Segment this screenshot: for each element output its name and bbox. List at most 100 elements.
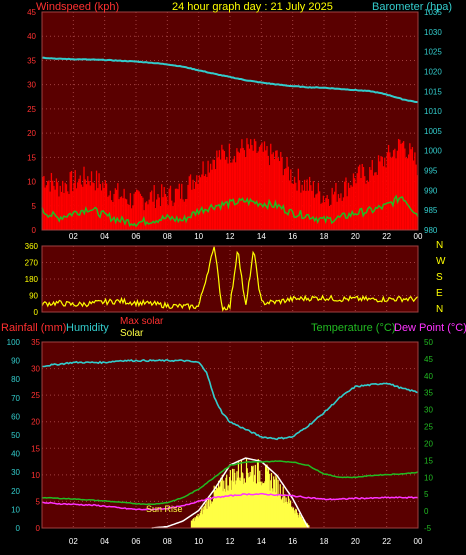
- wind-gust-bar: [401, 142, 404, 230]
- wind-gust-bar: [416, 175, 419, 230]
- wind-gust-bar: [137, 190, 139, 230]
- solar-bar: [246, 468, 248, 528]
- solar-bar: [297, 514, 299, 528]
- solar-bar: [247, 472, 249, 528]
- hour-tick-label: 20: [351, 232, 360, 241]
- wind-gust-bar: [222, 149, 224, 230]
- wind-gust-bar: [113, 193, 115, 230]
- solar-bar: [228, 490, 230, 528]
- wind-gust-bar: [407, 154, 410, 230]
- solar-bar: [295, 508, 297, 528]
- wind-gust-bar: [92, 182, 94, 230]
- wind-gust-bar: [292, 183, 294, 230]
- windspeed-tick-label: 35: [27, 56, 36, 65]
- wind-gust-bar: [122, 198, 124, 230]
- wind-gust-bar: [285, 168, 287, 230]
- solar-bar: [288, 498, 290, 528]
- wind-gust-bar: [85, 184, 88, 230]
- solar-bar: [266, 464, 268, 528]
- wind-gust-bar: [227, 163, 229, 230]
- solar-bar: [239, 477, 241, 528]
- wind-gust-bar: [94, 190, 96, 230]
- wind-gust-bar: [138, 191, 140, 230]
- wind-gust-bar: [313, 197, 316, 230]
- solar-bar: [302, 517, 304, 528]
- hour-tick-label: 02: [69, 232, 78, 241]
- solar-bar: [201, 514, 204, 528]
- wind-gust-bar: [344, 181, 346, 230]
- wind-gust-bar: [203, 176, 205, 230]
- wind-gust-bar: [367, 181, 370, 230]
- windspeed-tick-label: 0: [32, 226, 37, 235]
- wind-gust-bar: [79, 175, 81, 230]
- wind-gust-bar: [255, 141, 257, 230]
- wind-gust-bar: [67, 191, 69, 230]
- wind-gust-bar: [336, 201, 338, 230]
- solar-bar: [211, 501, 213, 528]
- hour-tick-label: 10: [194, 232, 203, 241]
- compass-label: E: [436, 288, 443, 299]
- wind-gust-bar: [82, 186, 84, 230]
- hour-tick-label: 00: [414, 232, 423, 241]
- wind-plot-frame: [41, 11, 419, 231]
- wind-gust-bar: [166, 196, 168, 230]
- wind-gust-bar: [157, 194, 159, 230]
- wind-gust-bar: [377, 155, 380, 230]
- solar-bar: [206, 501, 208, 528]
- wind-gust-bar: [182, 199, 184, 230]
- wind-gust-bar: [52, 180, 54, 230]
- wind-gust-bar: [153, 185, 155, 230]
- wind-gust-bar: [93, 183, 95, 230]
- solar-bar: [243, 478, 245, 528]
- solar-bar: [273, 476, 275, 528]
- wind-gust-bar: [125, 199, 128, 230]
- wind-gust-bar: [357, 166, 360, 230]
- solar-bar: [221, 474, 223, 528]
- wind-gust-bar: [226, 157, 228, 230]
- barometer-tick-label: 1005: [424, 127, 442, 136]
- direction-tick-label: 270: [25, 259, 39, 268]
- wind-gust-bar: [119, 197, 122, 230]
- wind-gust-bar: [62, 180, 64, 230]
- wind-gust-bar: [360, 178, 362, 230]
- wind-gust-bar: [112, 202, 114, 230]
- wind-gust-bar: [49, 191, 51, 230]
- solar-bar: [276, 496, 278, 528]
- windspeed-tick-label: 20: [27, 129, 36, 138]
- direction-tick-label: 180: [25, 275, 39, 284]
- wind-gust-bar: [142, 197, 144, 230]
- wind-gust-bar: [305, 190, 307, 230]
- solar-bar: [220, 477, 222, 528]
- wind-gust-bar: [218, 150, 221, 230]
- wind-gust-bar: [98, 173, 100, 230]
- wind-gust-bar: [293, 176, 296, 230]
- wind-gust-bar: [321, 202, 323, 230]
- solar-bar: [283, 502, 285, 528]
- solar-bar: [201, 508, 203, 528]
- solar-bar: [303, 519, 306, 528]
- wind-gust-bar: [204, 174, 207, 230]
- temperature-tick-label: 20: [424, 439, 433, 448]
- barometer-tick-label: 1020: [424, 67, 442, 76]
- wind-gust-bar: [191, 189, 193, 230]
- solar-bar: [262, 483, 265, 528]
- wind-gust-bar: [283, 169, 286, 230]
- wind-gust-bar: [263, 141, 266, 230]
- wind-gust-bar: [100, 190, 103, 230]
- wind-gust-bar: [262, 151, 264, 230]
- barometer-tick-label: 1000: [424, 147, 442, 156]
- wind-gust-bar: [65, 184, 68, 230]
- hour-tick-label: 22: [382, 232, 391, 241]
- wind-gust-bar: [213, 159, 216, 230]
- wind-gust-bar: [369, 167, 371, 230]
- wind-gust-bar: [297, 168, 299, 230]
- wind-gust-bar: [354, 178, 356, 230]
- direction-tick-label: 90: [29, 292, 38, 301]
- chart-title: 24 hour graph day : 21 July 2025: [172, 1, 333, 13]
- wind-gust-bar: [286, 157, 288, 230]
- wind-average-line: [41, 194, 419, 228]
- wind-gust-bar: [272, 152, 274, 230]
- solar-bar: [197, 514, 199, 528]
- wind-gust-bar: [171, 200, 173, 230]
- temperature-tick-label: 45: [424, 355, 433, 364]
